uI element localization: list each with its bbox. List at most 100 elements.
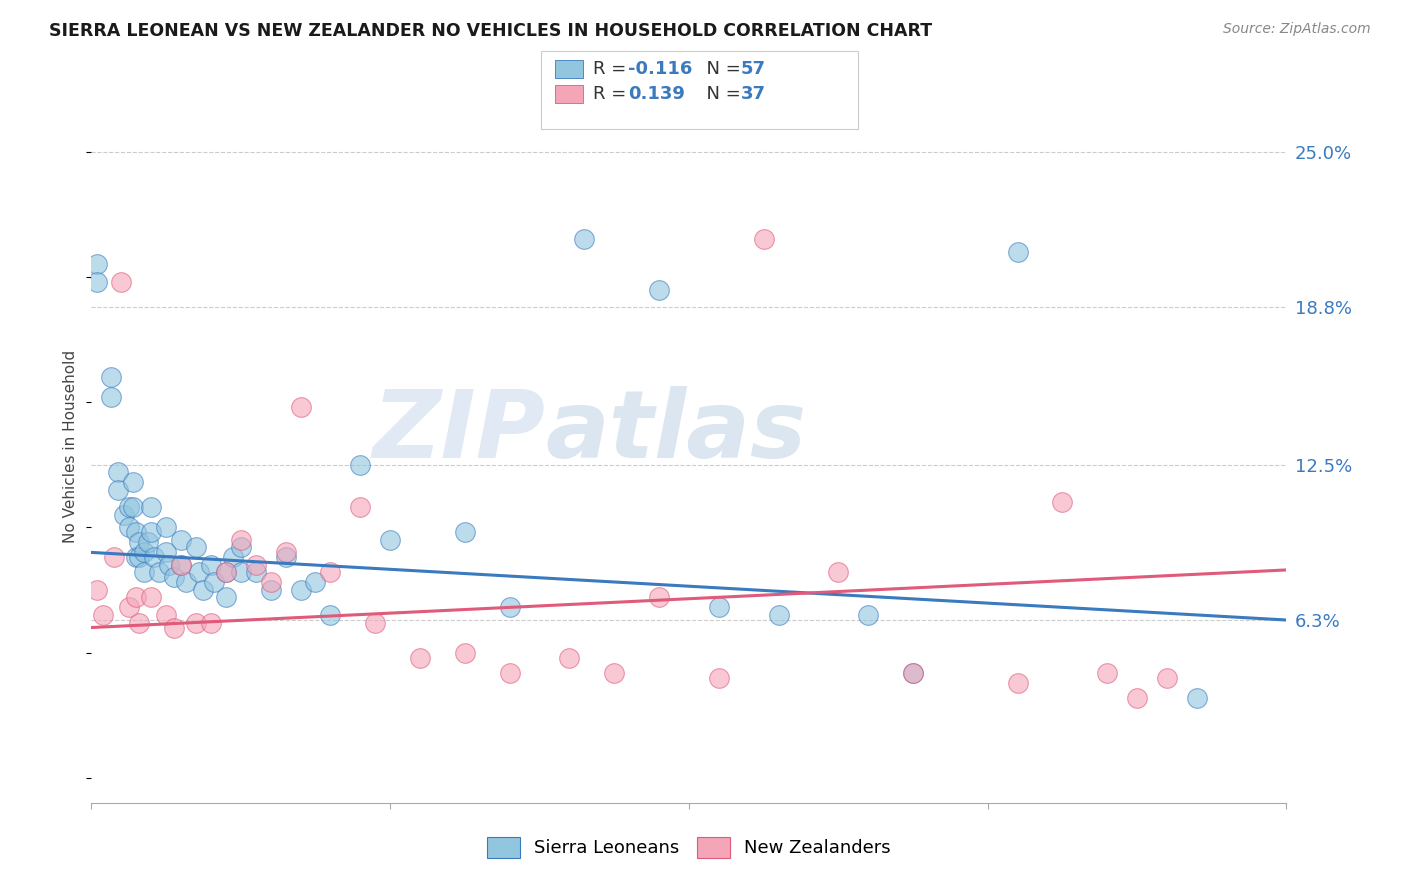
Point (1007, 675, 1029, 690)
Point (100, 390, 122, 404)
Point (574, 232, 596, 246)
Point (364, 615, 387, 630)
Point (107, 465, 129, 479)
Text: 0.139: 0.139 (628, 85, 685, 103)
Point (409, 650, 432, 665)
Text: 57: 57 (741, 60, 766, 78)
Point (707, 671, 730, 685)
Point (752, 232, 775, 246)
Point (827, 566, 849, 580)
Point (603, 665, 626, 680)
Point (184, 615, 207, 630)
Point (1097, 665, 1119, 680)
Point (125, 591, 148, 605)
Text: atlas: atlas (546, 385, 807, 478)
Point (148, 566, 170, 580)
Point (648, 591, 671, 605)
Text: R =: R = (593, 85, 638, 103)
Text: 37: 37 (741, 85, 766, 103)
Point (1126, 690, 1149, 705)
Point (141, 500, 162, 515)
Point (86, 582, 108, 597)
Point (141, 525, 162, 540)
Point (132, 566, 155, 580)
Point (118, 600, 141, 615)
Point (193, 582, 215, 597)
Point (215, 566, 238, 580)
Point (215, 591, 238, 605)
Point (290, 582, 312, 597)
Point (454, 646, 477, 660)
Point (1156, 671, 1178, 685)
Point (259, 575, 281, 590)
Point (901, 665, 924, 680)
Point (290, 400, 312, 414)
Point (118, 520, 141, 534)
Point (274, 545, 297, 559)
Text: Source: ZipAtlas.com: Source: ZipAtlas.com (1223, 22, 1371, 37)
Point (229, 533, 252, 547)
Point (143, 550, 166, 565)
Point (222, 550, 245, 565)
Point (93, 607, 114, 622)
Point (707, 600, 730, 615)
Point (155, 520, 177, 534)
Text: N =: N = (695, 85, 747, 103)
Point (112, 508, 135, 522)
Legend: Sierra Leoneans, New Zealanders: Sierra Leoneans, New Zealanders (479, 830, 898, 865)
Point (1052, 495, 1074, 509)
Point (86, 257, 108, 271)
Point (454, 525, 477, 540)
Y-axis label: No Vehicles in Household: No Vehicles in Household (63, 350, 79, 542)
Point (349, 500, 371, 515)
Point (118, 500, 141, 515)
Point (170, 558, 193, 572)
Text: SIERRA LEONEAN VS NEW ZEALANDER NO VEHICLES IN HOUSEHOLD CORRELATION CHART: SIERRA LEONEAN VS NEW ZEALANDER NO VEHIC… (49, 22, 932, 40)
Point (319, 566, 342, 580)
Point (122, 500, 145, 515)
Point (110, 275, 132, 289)
Point (170, 533, 193, 547)
Point (200, 615, 222, 630)
Point (1185, 690, 1208, 705)
Point (274, 550, 297, 565)
Point (128, 535, 150, 549)
Text: R =: R = (593, 60, 633, 78)
Point (304, 575, 326, 590)
Point (768, 607, 790, 622)
Point (132, 545, 155, 559)
Point (245, 558, 267, 572)
Point (1007, 244, 1029, 259)
Point (245, 566, 267, 580)
Point (128, 615, 150, 630)
Point (200, 558, 222, 572)
Point (229, 541, 252, 555)
Point (103, 550, 125, 565)
Point (901, 665, 924, 680)
Point (202, 575, 225, 590)
Point (378, 533, 402, 547)
Point (162, 570, 184, 584)
Point (229, 566, 252, 580)
Point (498, 665, 520, 680)
Point (648, 283, 671, 297)
Point (259, 582, 281, 597)
Point (319, 607, 342, 622)
Point (558, 650, 581, 665)
Point (498, 600, 520, 615)
Point (125, 525, 148, 540)
Point (107, 483, 129, 497)
Point (174, 575, 197, 590)
Point (187, 566, 211, 580)
Point (155, 545, 177, 559)
Point (141, 591, 162, 605)
Text: N =: N = (695, 60, 747, 78)
Point (136, 535, 159, 549)
Point (125, 550, 148, 565)
Point (122, 475, 145, 490)
Point (184, 541, 207, 555)
Point (856, 607, 880, 622)
Point (100, 370, 122, 384)
Text: ZIP: ZIP (373, 385, 546, 478)
Point (162, 621, 184, 635)
